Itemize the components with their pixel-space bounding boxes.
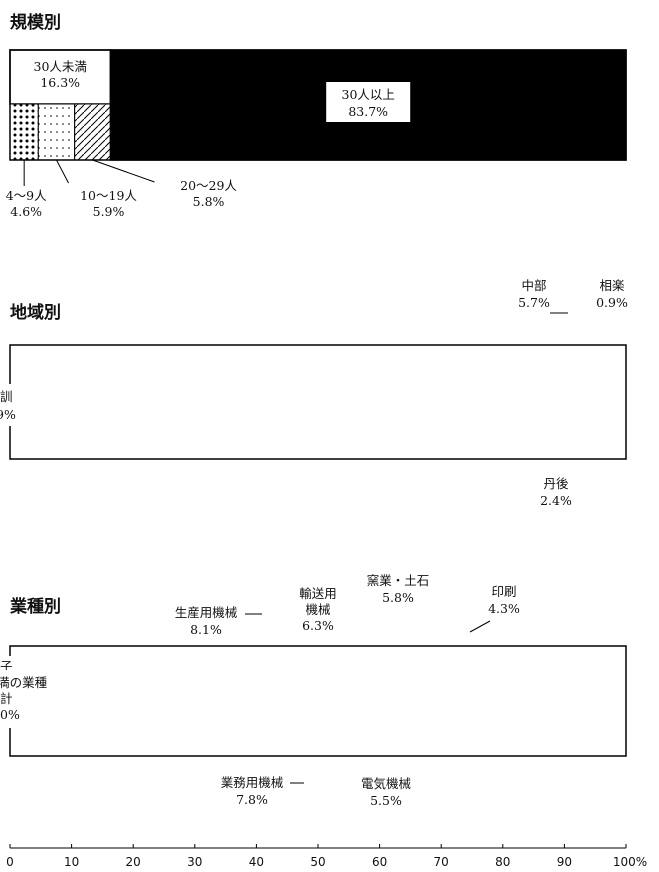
x-tick-label: 60 [372,855,387,869]
size-bar-4-9 [9,103,39,161]
industry-section-title: 業種別 [10,596,61,617]
industry-label-prod-mach-line-1: 8.1% [190,622,222,637]
industry-label-rest-bg [0,670,148,728]
size-label-over30-bg [326,82,411,122]
x-tick-label: 70 [434,855,449,869]
industry-label-transport-line-2: 6.3% [302,618,334,633]
size-label-over30-line-0: 30人以上 [342,87,395,102]
size-leader-10-19 [56,159,69,184]
size-label-4-9-line-1: 4.6% [10,204,42,219]
region-label-souraku-line-0: 相楽 [599,278,625,293]
size-bar-under30 [9,49,112,105]
size-label-10-19-line-1: 5.9% [93,204,125,219]
size-label-under30-line-1: 16.3% [40,75,80,90]
size-label-over30-line-1: 83.7% [348,104,388,119]
size-bar-20-29 [74,103,111,161]
size-label-under30-line-0: 30人未満 [34,59,87,74]
size-bar-frame [9,49,627,161]
x-tick-label: 80 [495,855,510,869]
industry-label-ceramic-line-1: 5.8% [382,590,414,605]
x-tick-label: 40 [249,855,264,869]
industry-label-elec-mach-line-0: 電気機械 [361,776,412,791]
industry-label-rest-line-1: の計 [0,691,13,706]
region-label-chubu-line-1: 5.7% [518,295,550,310]
region-label-otokuni-bg [0,384,42,426]
region-label-souraku-line-1: 0.9% [596,295,628,310]
region-bar-frame [9,344,627,460]
size-label-10-19-line-0: 10〜19人 [80,188,137,203]
industry-label-biz-mach-line-1: 7.8% [236,792,268,807]
industry-label-print-line-1: 4.3% [488,601,520,616]
industry-label-transport-line-1: 機械 [305,602,331,617]
industry-label-rest-line-0: 4.3%未満の業種 [0,675,48,690]
x-tick-label: 50 [310,855,325,869]
industry-label-rest-line-2: 23.0% [0,707,20,722]
industry-label-biz-mach-line-0: 業務用機械 [221,775,284,790]
industry-label-ceramic-line-0: 窯業・土石 [367,573,430,588]
x-tick-label: 90 [557,855,572,869]
industry-label-elec-mach-line-1: 5.5% [370,793,402,808]
region-label-chubu-line-0: 中部 [521,278,546,293]
x-tick-label: 30 [187,855,202,869]
industry-label-transport-line-0: 輸送用 [299,586,337,601]
region-label-otokuni-line-0: 乙訓 [0,389,13,404]
region-label-tango-line-1: 2.4% [540,493,572,508]
industry-leader-print [469,620,491,633]
region-label-tango-line-0: 丹後 [543,476,569,491]
industry-label-prod-mach-line-0: 生産用機械 [175,605,238,620]
region-section-title: 地域別 [10,302,61,323]
size-label-20-29-line-0: 20〜29人 [180,178,237,193]
size-leader-20-29 [92,159,155,183]
x-tick-label: 100% [613,855,647,869]
size-label-20-29-line-1: 5.8% [193,194,225,209]
x-tick-label: 0 [6,855,14,869]
size-label-4-9-line-0: 4〜9人 [6,188,47,203]
size-bar-10-19 [37,103,76,161]
x-tick-label: 10 [64,855,79,869]
region-label-otokuni-line-1: 9.9% [0,407,16,422]
size-section-title: 規模別 [10,12,61,33]
x-tick-label: 20 [126,855,141,869]
industry-label-print-line-0: 印刷 [491,584,516,599]
